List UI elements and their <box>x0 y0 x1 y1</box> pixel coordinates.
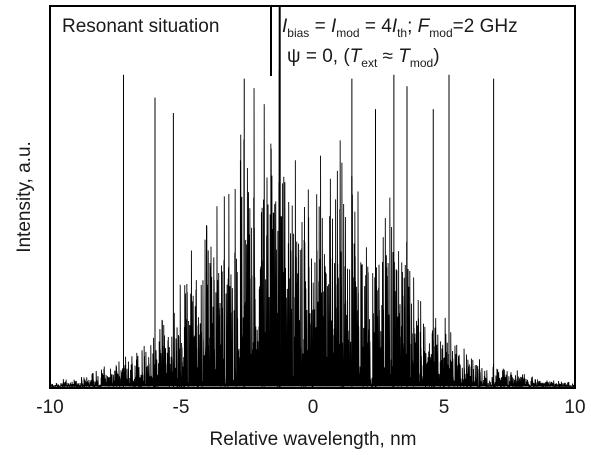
spectrum-trace <box>49 69 576 389</box>
x-tick-label-4: 10 <box>564 397 585 418</box>
param-line-1: Ibias = Imod = 4Ith; Fmod=2 GHz <box>282 16 518 40</box>
param-line-2: ψ = 0, (Text ≈ Tmod) <box>287 46 440 70</box>
x-tick-label-3: 5 <box>439 397 450 418</box>
x-tick-marks <box>49 381 576 388</box>
x-tick-label-0: -10 <box>36 397 63 418</box>
x-tick-label-2: 0 <box>308 397 319 418</box>
tall-spectral-lines <box>123 6 495 388</box>
y-axis-label: Intensity, a.u. <box>14 141 35 253</box>
x-axis-label: Relative wavelength, nm <box>210 429 417 450</box>
x-tick-label-1: -5 <box>173 397 190 418</box>
spectrum-line <box>49 69 576 389</box>
left-panel-text: Resonant situation <box>62 16 219 37</box>
